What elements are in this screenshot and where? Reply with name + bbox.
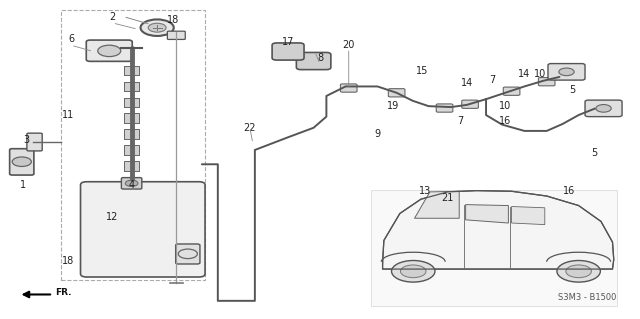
Text: 7: 7: [490, 75, 495, 85]
Text: 10: 10: [499, 100, 511, 110]
Text: 19: 19: [387, 100, 399, 110]
FancyBboxPatch shape: [503, 87, 520, 95]
FancyBboxPatch shape: [585, 100, 622, 117]
Bar: [371, 190, 617, 306]
Circle shape: [596, 105, 611, 112]
Text: 5: 5: [591, 148, 598, 158]
Circle shape: [392, 261, 435, 282]
Text: 21: 21: [442, 193, 454, 203]
Circle shape: [125, 180, 138, 187]
Text: 16: 16: [499, 116, 511, 126]
Circle shape: [559, 68, 574, 76]
FancyBboxPatch shape: [122, 178, 142, 189]
FancyBboxPatch shape: [436, 104, 453, 112]
FancyBboxPatch shape: [296, 52, 331, 70]
Circle shape: [557, 261, 600, 282]
Text: 1: 1: [20, 180, 26, 190]
Polygon shape: [415, 191, 460, 218]
Text: 14: 14: [461, 78, 473, 88]
Text: 18: 18: [167, 15, 179, 25]
FancyBboxPatch shape: [10, 149, 34, 175]
Text: 18: 18: [61, 256, 74, 266]
Text: 20: 20: [342, 40, 355, 50]
FancyBboxPatch shape: [81, 182, 205, 277]
Text: S3M3 - B1500: S3M3 - B1500: [557, 293, 616, 302]
FancyBboxPatch shape: [86, 40, 132, 61]
Text: FR.: FR.: [56, 288, 72, 297]
FancyBboxPatch shape: [548, 63, 585, 80]
Text: 22: 22: [243, 123, 256, 133]
Circle shape: [141, 19, 173, 36]
Text: 4: 4: [129, 180, 134, 190]
Text: 2: 2: [109, 11, 116, 22]
FancyBboxPatch shape: [388, 89, 405, 97]
Circle shape: [148, 23, 166, 32]
Polygon shape: [466, 204, 508, 223]
Text: 7: 7: [458, 116, 463, 126]
Polygon shape: [383, 191, 614, 269]
Text: 8: 8: [317, 53, 323, 63]
FancyBboxPatch shape: [462, 100, 478, 108]
FancyBboxPatch shape: [175, 244, 200, 264]
Text: 6: 6: [68, 34, 74, 44]
Text: 3: 3: [23, 136, 29, 145]
Circle shape: [98, 45, 121, 56]
FancyBboxPatch shape: [538, 78, 555, 86]
FancyBboxPatch shape: [272, 43, 304, 60]
Text: 15: 15: [416, 66, 428, 76]
Text: 16: 16: [563, 186, 575, 196]
FancyBboxPatch shape: [340, 84, 357, 92]
FancyBboxPatch shape: [168, 31, 185, 40]
Text: 9: 9: [374, 129, 381, 139]
FancyBboxPatch shape: [27, 133, 42, 151]
Text: 13: 13: [419, 186, 431, 196]
Text: 12: 12: [106, 212, 118, 222]
Circle shape: [401, 265, 426, 278]
Text: 5: 5: [569, 85, 575, 95]
Polygon shape: [511, 206, 545, 225]
Text: 14: 14: [518, 69, 531, 79]
Text: 11: 11: [61, 110, 74, 120]
Circle shape: [566, 265, 591, 278]
Text: 17: 17: [282, 37, 294, 47]
Circle shape: [12, 157, 31, 167]
Text: 10: 10: [534, 69, 547, 79]
